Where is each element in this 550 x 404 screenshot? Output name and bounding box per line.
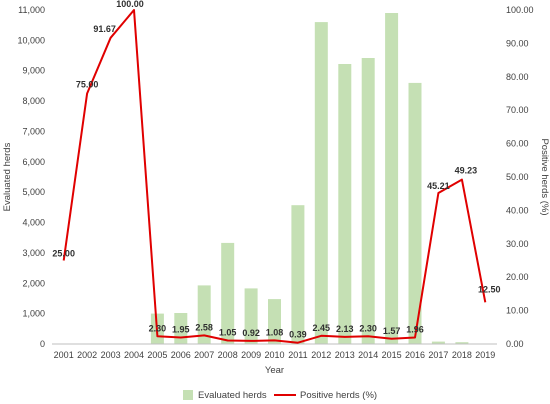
x-tick-label: 2008 (218, 350, 238, 360)
bar-2015 (385, 13, 399, 344)
right-axis-ticks: 0.00 10.00 20.00 30.00 40.00 50.00 60.00 70.00 8… (506, 5, 534, 349)
legend-label-positive-herds: Positive herds (%) (300, 390, 377, 401)
x-tick-label: 2014 (358, 350, 378, 360)
line-label-2013: 2.13 (336, 324, 354, 334)
line-label-2009: 0.92 (242, 328, 260, 338)
y2-tick-label: 10.00 (506, 306, 529, 316)
x-tick-label: 2012 (311, 350, 331, 360)
line-label-2002: 75.00 (76, 80, 99, 90)
y2-tick-label: 100.00 (506, 5, 534, 15)
bar-2017 (431, 341, 445, 344)
x-tick-label: 2017 (428, 350, 448, 360)
y-tick-label: 8,000 (22, 96, 45, 106)
y2-tick-label: 70.00 (506, 105, 529, 115)
y-tick-label: 3,000 (22, 248, 45, 258)
x-tick-label: 2003 (101, 350, 121, 360)
bar-series-evaluated-herds (150, 13, 469, 345)
line-label-2010: 1.08 (266, 327, 284, 337)
x-tick-label: 2005 (147, 350, 167, 360)
x-axis-title: Year (265, 365, 284, 376)
y-tick-label: 11,000 (18, 5, 45, 15)
y2-tick-label: 40.00 (506, 205, 529, 215)
x-tick-label: 2004 (124, 350, 144, 360)
y-axis-title: Evaluated herds (2, 142, 13, 211)
legend-swatch-evaluated-herds (183, 390, 193, 400)
x-tick-label: 2011 (288, 350, 307, 360)
y2-tick-label: 0.00 (506, 339, 524, 349)
x-tick-label: 2002 (77, 350, 97, 360)
line-label-2014: 2.30 (359, 323, 377, 333)
line-series-positive-herds (62, 9, 487, 344)
y2-tick-label: 20.00 (506, 272, 529, 282)
line-label-2004: 100.00 (116, 0, 144, 9)
legend-label-evaluated-herds: Evaluated herds (198, 390, 267, 401)
line-label-2003: 91.67 (93, 24, 116, 34)
x-tick-label: 2015 (382, 350, 402, 360)
x-tick-label: 2019 (475, 350, 495, 360)
line-label-2005: 2.30 (149, 323, 167, 333)
y2-tick-label: 50.00 (506, 172, 529, 182)
line-label-2001: 25.00 (52, 249, 75, 259)
bar-2013 (338, 64, 352, 344)
y-tick-label: 9,000 (22, 66, 45, 76)
line-label-2016: 1.96 (406, 325, 424, 335)
y2-tick-label: 90.00 (506, 38, 529, 48)
x-tick-label: 2009 (241, 350, 261, 360)
y-tick-label: 1,000 (22, 309, 45, 319)
line-label-2018: 49.23 (455, 166, 478, 176)
y-tick-label: 2,000 (22, 278, 45, 288)
bar-2014 (361, 58, 375, 344)
bar-2016 (408, 82, 422, 345)
y2-tick-label: 30.00 (506, 239, 529, 249)
line-label-2012: 2.45 (313, 323, 331, 333)
line-label-2007: 2.58 (195, 322, 213, 332)
legend: Evaluated herds Positive herds (%) (183, 390, 377, 401)
y2-tick-label: 60.00 (506, 139, 529, 149)
y-tick-label: 4,000 (22, 218, 45, 228)
line-label-2006: 1.95 (172, 325, 190, 335)
bar-2012 (314, 22, 328, 344)
y2-axis-title: Positive herds (%) (539, 138, 550, 215)
y-tick-label: 5,000 (22, 187, 45, 197)
x-tick-label: 2013 (335, 350, 355, 360)
bar-2010 (268, 299, 281, 344)
line-label-2017: 45.21 (427, 181, 450, 191)
y-tick-label: 0 (40, 339, 45, 349)
line-label-2015: 1.57 (383, 326, 401, 336)
y2-tick-label: 80.00 (506, 72, 529, 82)
line-label-2019: 12.50 (478, 284, 501, 294)
bar-2011 (291, 205, 305, 344)
bar-2018 (455, 342, 469, 344)
x-tick-label: 2006 (171, 350, 191, 360)
y-tick-label: 7,000 (22, 127, 45, 137)
x-axis-ticks: 2001 2002 2003 2004 2005 2006 2007 2008 2009 2010… (54, 350, 496, 360)
x-tick-label: 2010 (264, 350, 284, 360)
y-tick-label: 6,000 (22, 157, 45, 167)
line-data-labels: 25.00 75.00 91.67 100.00 2.30 1.95 2.58 1.05 0.9… (52, 0, 500, 340)
x-tick-label: 2016 (405, 350, 425, 360)
x-tick-label: 2018 (452, 350, 472, 360)
left-axis-ticks: 0 1,000 2,000 3,000 4,000 5,000 6,000 7,000 8,00… (17, 5, 45, 349)
x-tick-label: 2007 (194, 350, 214, 360)
x-tick-label: 2001 (54, 350, 74, 360)
bar-2009 (244, 288, 258, 344)
line-label-2008: 1.05 (219, 328, 237, 338)
y-tick-label: 10,000 (17, 35, 45, 45)
bar-2008 (221, 242, 235, 344)
bar-2007 (197, 285, 211, 344)
line-label-2011: 0.39 (289, 330, 307, 340)
